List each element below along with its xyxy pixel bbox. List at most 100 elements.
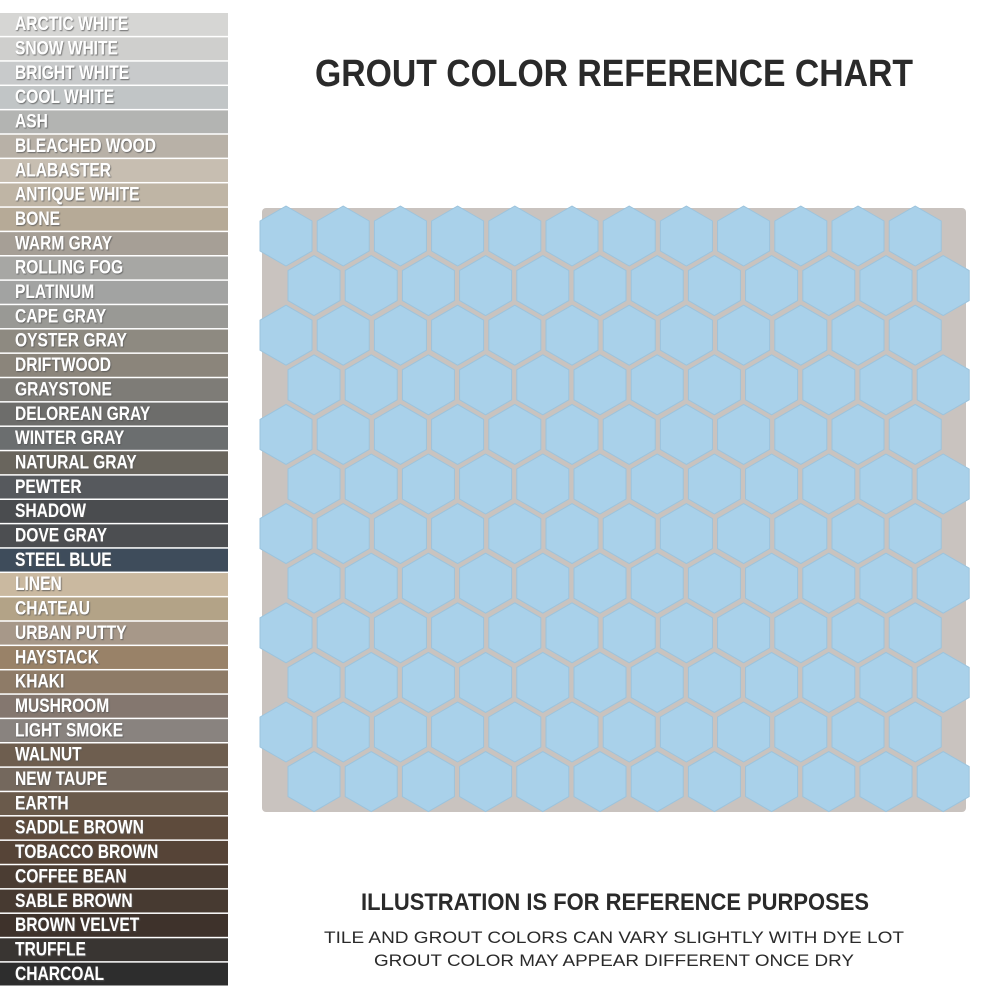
grout-swatch (0, 110, 228, 134)
hex-tile (774, 503, 828, 565)
hex-tile (401, 453, 455, 515)
hex-tile (745, 751, 799, 813)
hex-tile (859, 651, 913, 713)
swatch-label-group: DOVE GRAY (15, 524, 107, 546)
grout-swatch (0, 475, 228, 499)
hex-tile (459, 552, 513, 614)
swatch-label-group: MUSHROOM (15, 695, 109, 717)
hex-tile (488, 403, 542, 465)
hex-tile (687, 453, 741, 515)
hex-tile (602, 503, 656, 565)
hex-tile (488, 701, 542, 763)
hex-tile (831, 403, 885, 465)
hex-tile (717, 304, 771, 366)
grout-swatch (0, 865, 228, 889)
hex-tile (888, 701, 942, 763)
grout-swatch (0, 573, 228, 596)
hex-tile (401, 751, 455, 813)
hex-tile (431, 205, 485, 267)
hex-tile (802, 255, 856, 317)
grout-swatch (0, 256, 228, 280)
hex-tile (687, 255, 741, 317)
grout-swatch (0, 597, 228, 621)
swatch-label-group: NATURAL GRAY (15, 451, 137, 473)
swatch-label-group: PEWTER (15, 475, 82, 497)
hex-tile (373, 701, 427, 763)
grout-swatch (0, 938, 228, 962)
grout-swatch (0, 305, 228, 329)
grout-swatch (0, 426, 228, 450)
hex-tile (774, 205, 828, 267)
swatch-label-group: SABLE BROWN (15, 889, 133, 911)
grout-name: DOVE GRAY (15, 524, 107, 546)
hex-tile (916, 255, 970, 317)
swatch-label-group: DELOREAN GRAY (15, 402, 151, 424)
hex-tile (888, 602, 942, 664)
hex-tile (373, 304, 427, 366)
hex-tile (344, 751, 398, 813)
swatch-label-group: ROLLING FOG (15, 256, 123, 278)
hex-tile (745, 354, 799, 416)
hex-tile (602, 304, 656, 366)
grout-name: BROWN VELVET (15, 914, 140, 936)
grout-name: WARM GRAY (15, 232, 113, 254)
hex-tile (259, 304, 313, 366)
hex-tile (859, 751, 913, 813)
grout-name: SNOW WHITE (15, 37, 118, 59)
hex-tile (831, 205, 885, 267)
hex-tile (573, 354, 627, 416)
hex-tile (344, 354, 398, 416)
hex-tile (344, 651, 398, 713)
hex-tile (916, 453, 970, 515)
swatch-label-group: OYSTER GRAY (15, 329, 127, 351)
swatch-label-group: NEW TAUPE (15, 768, 107, 790)
grout-swatch (0, 61, 228, 85)
hex-tile (573, 255, 627, 317)
grout-swatch (0, 378, 228, 402)
hex-tile (287, 651, 341, 713)
grout-name: BONE (15, 208, 60, 230)
hex-tile (545, 701, 599, 763)
hex-tile (859, 552, 913, 614)
hex-tile (401, 552, 455, 614)
hex-tile (259, 701, 313, 763)
hex-tile (888, 205, 942, 267)
swatch-label-group: DRIFTWOOD (15, 354, 111, 376)
swatch-label-group: GRAYSTONE (15, 378, 112, 400)
hex-tile (459, 255, 513, 317)
swatch-label-group: ASH (15, 110, 48, 132)
hex-tile (459, 751, 513, 813)
swatch-label-group: ARCTIC WHITE (15, 13, 128, 35)
hex-tile (545, 503, 599, 565)
swatch-label-group: WARM GRAY (15, 232, 113, 254)
hex-tile (687, 751, 741, 813)
hex-tile (573, 453, 627, 515)
hex-tile (459, 651, 513, 713)
hex-tile (431, 701, 485, 763)
hex-tile (802, 651, 856, 713)
grout-name: ASH (15, 110, 48, 132)
hex-tile (373, 205, 427, 267)
grout-swatch (0, 86, 228, 109)
grout-name: CHARCOAL (15, 962, 104, 984)
hex-tile (831, 503, 885, 565)
hex-tile (859, 354, 913, 416)
hex-tile (316, 503, 370, 565)
grout-swatch (0, 207, 228, 231)
footer-heading: ILLUSTRATION IS FOR REFERENCE PURPOSES (361, 889, 869, 916)
hex-tile (888, 503, 942, 565)
hex-tile (316, 403, 370, 465)
grout-name: DRIFTWOOD (15, 354, 111, 376)
grout-swatch (0, 451, 228, 475)
hex-tile (316, 205, 370, 267)
grout-swatch (0, 621, 228, 645)
swatch-label-group: SNOW WHITE (15, 37, 118, 59)
hex-tile (717, 205, 771, 267)
hex-tile (774, 602, 828, 664)
hex-tile (516, 751, 570, 813)
hex-tile (373, 503, 427, 565)
hex-tile (516, 651, 570, 713)
hex-tile (916, 354, 970, 416)
hex-tile (630, 453, 684, 515)
